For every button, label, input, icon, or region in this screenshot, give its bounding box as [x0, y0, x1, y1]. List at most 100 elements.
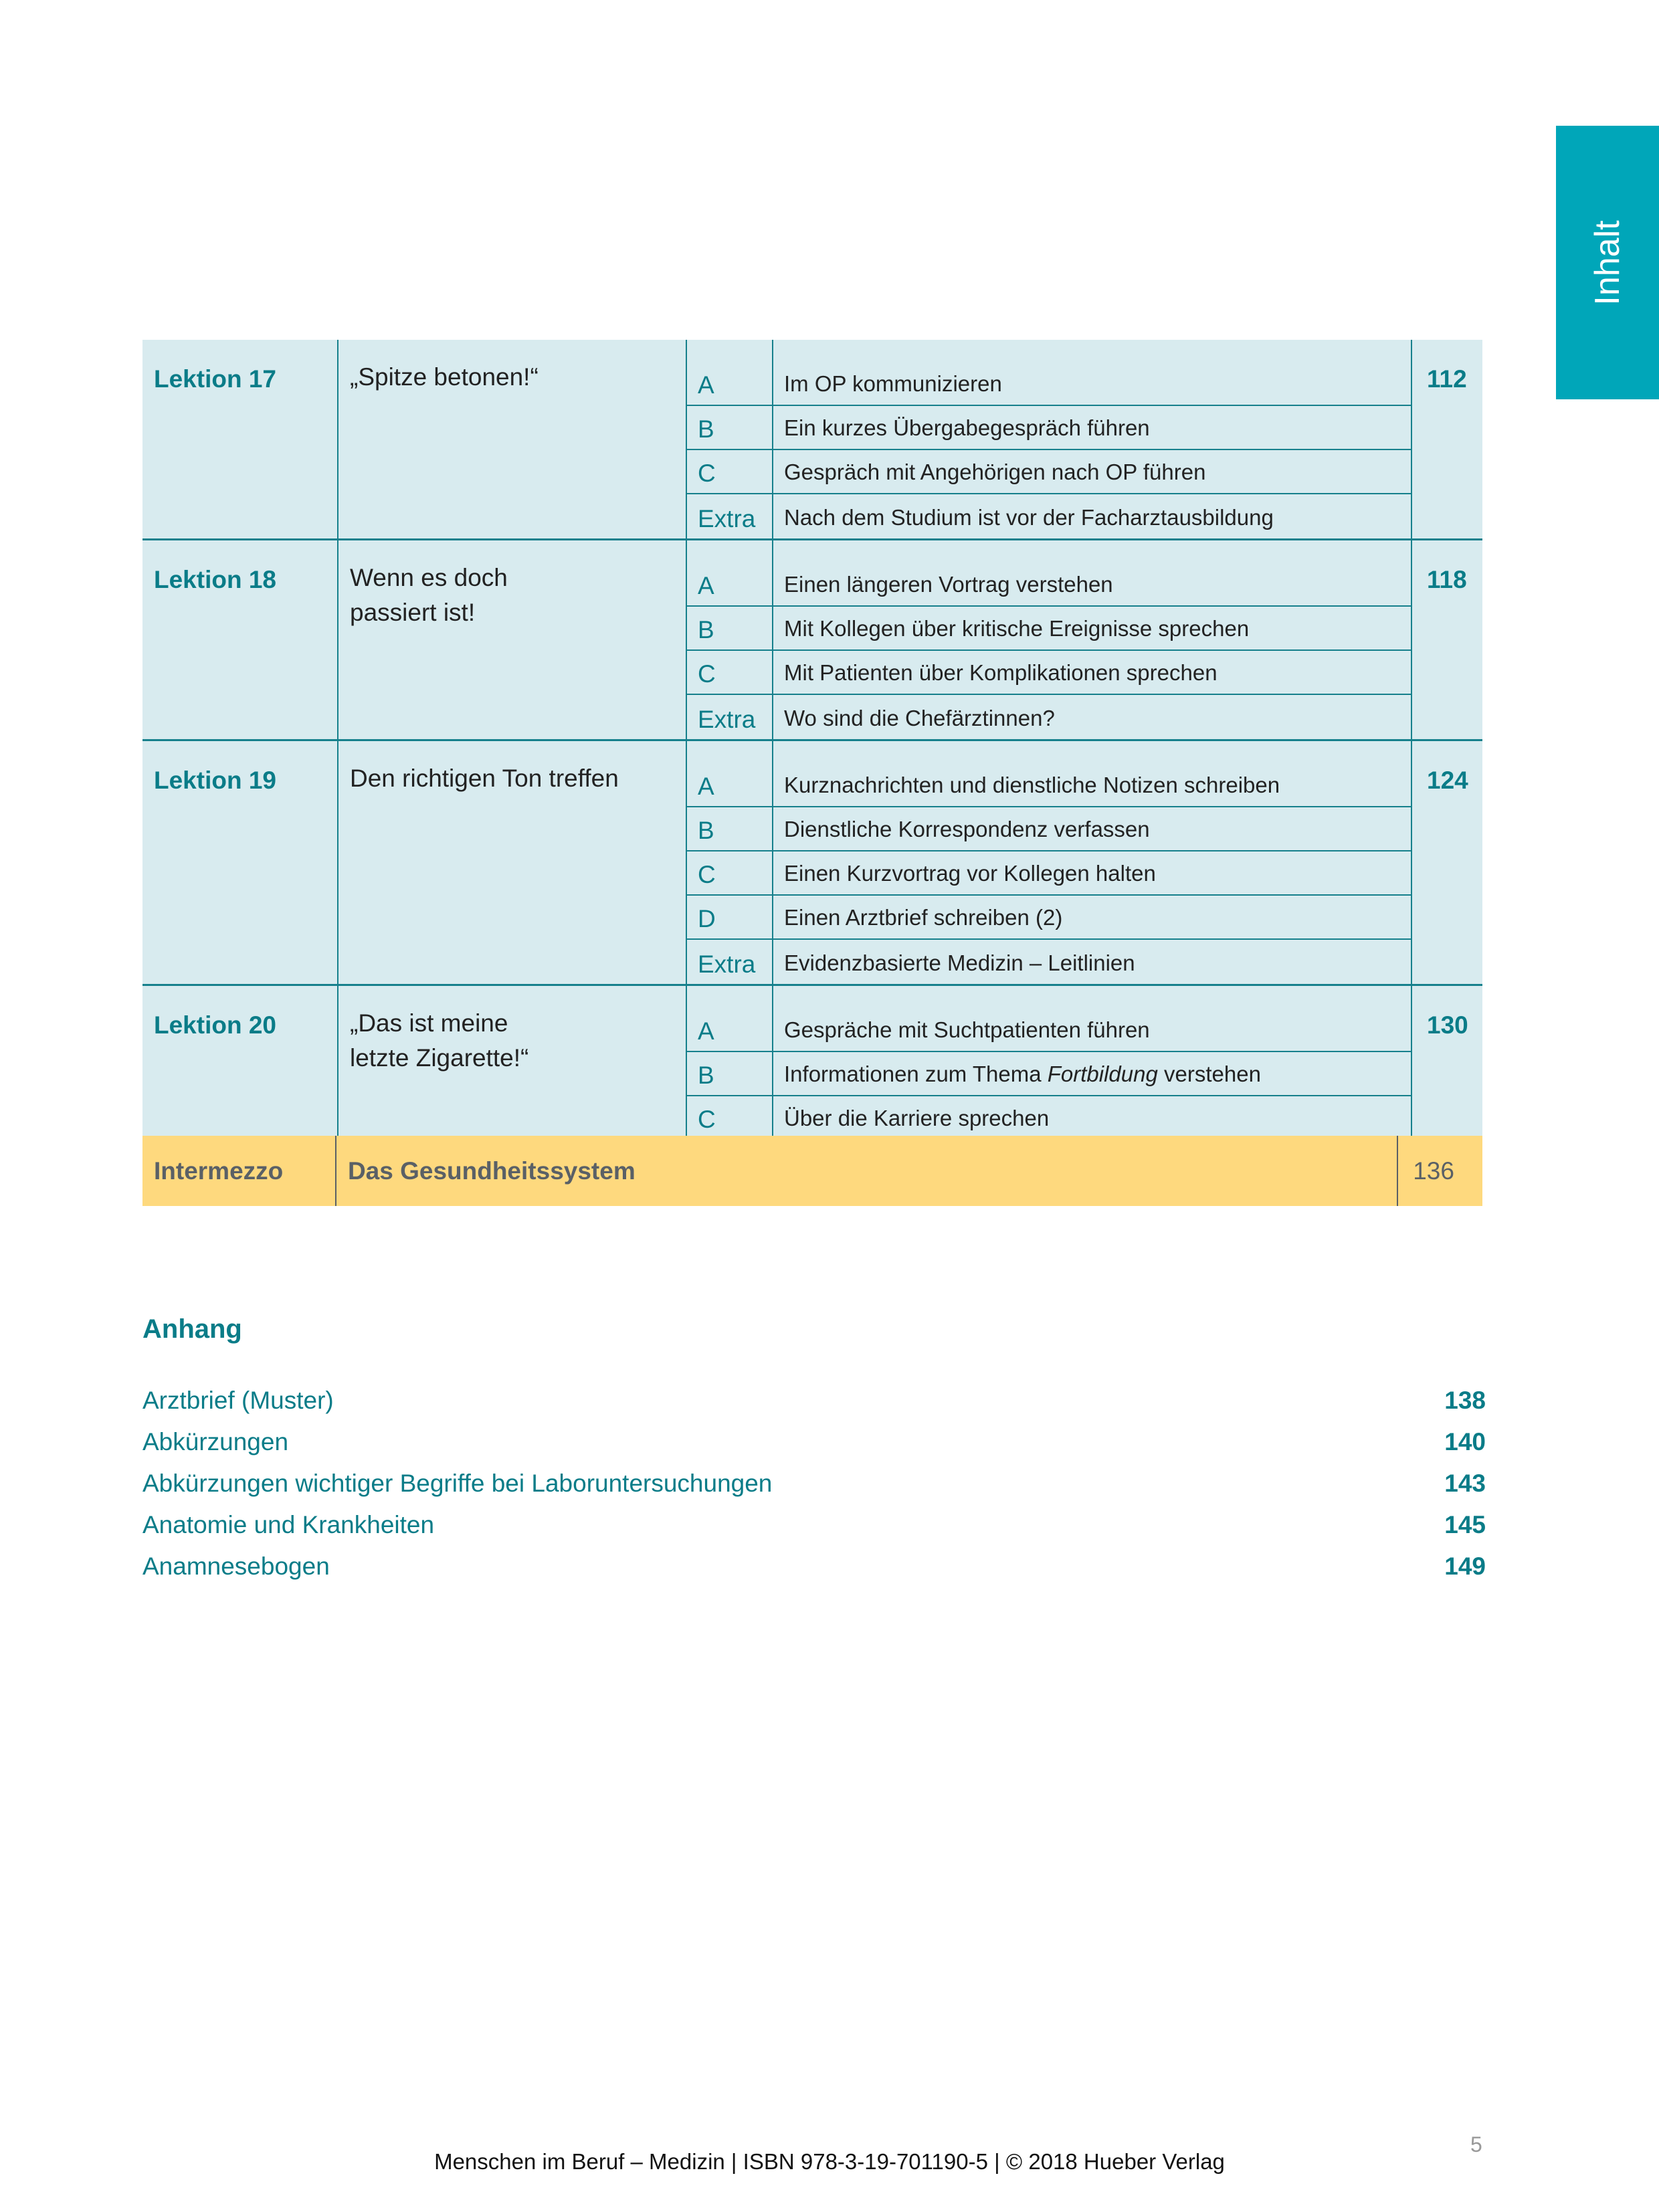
- section-letter: C: [687, 651, 773, 694]
- section-topic-text: Nach dem Studium ist vor der Facharztaus…: [784, 505, 1274, 530]
- intermezzo-page: 136: [1413, 1157, 1454, 1185]
- section-topic: Mit Patienten über Komplikationen sprech…: [773, 651, 1412, 694]
- section-letter: C: [687, 1096, 773, 1139]
- section-topic-text: Informationen zum Thema Fortbildung vers…: [784, 1062, 1261, 1087]
- topic-segment: Kurznachrichten und dienstliche Notizen …: [784, 773, 1280, 797]
- section-topic: Einen Kurzvortrag vor Kollegen halten: [773, 851, 1412, 894]
- section-topic-text: Gespräch mit Angehörigen nach OP führen: [784, 460, 1205, 485]
- page-number: 5: [1470, 2132, 1482, 2156]
- appendix-item-page: 143: [1444, 1470, 1486, 1497]
- section-tab-label: Inhalt: [1588, 219, 1627, 306]
- section-row: Extra Nach dem Studium ist vor der Fachar…: [687, 494, 1412, 538]
- section-topic-text: Kurznachrichten und dienstliche Notizen …: [784, 773, 1280, 798]
- topic-segment: Ein kurzes Übergabegespräch führen: [784, 415, 1150, 440]
- section-letter: A: [687, 540, 773, 605]
- section-row: C Einen Kurzvortrag vor Kollegen halten: [687, 851, 1412, 896]
- section-letter: A: [687, 986, 773, 1051]
- section-letter: B: [687, 1052, 773, 1095]
- topic-segment: Im OP kommunizieren: [784, 371, 1002, 396]
- lesson-title: Den richtigen Ton treffen: [350, 765, 619, 792]
- section-topic-text: Mit Kollegen über kritische Ereignisse s…: [784, 616, 1249, 641]
- section-topic-text: Einen Kurzvortrag vor Kollegen halten: [784, 861, 1156, 886]
- topic-segment: Evidenzbasierte Medizin – Leitlinien: [784, 950, 1135, 975]
- appendix-item-title: Abkürzungen wichtiger Begriffe bei Labor…: [142, 1470, 773, 1497]
- section-letter: Extra: [687, 695, 773, 739]
- footer: Menschen im Beruf – Medizin | ISBN 978-3…: [434, 2149, 1225, 2174]
- lesson-label: Lektion 18: [142, 540, 338, 739]
- section-topic-text: Dienstliche Korrespondenz verfassen: [784, 817, 1150, 842]
- appendix-heading: Anhang: [142, 1314, 242, 1344]
- section-topic: Kurznachrichten und dienstliche Notizen …: [773, 741, 1412, 806]
- lesson-title-cell: „Das ist meine letzte Zigarette!“: [338, 986, 687, 1185]
- section-row: B Ein kurzes Übergabegespräch führen: [687, 406, 1412, 450]
- appendix-item-page: 145: [1444, 1511, 1486, 1538]
- intermezzo-label: Intermezzo: [142, 1136, 336, 1206]
- section-topic: Evidenzbasierte Medizin – Leitlinien: [773, 940, 1412, 984]
- section-row: B Dienstliche Korrespondenz verfassen: [687, 807, 1412, 851]
- section-letter: A: [687, 741, 773, 806]
- section-topic-text: Mit Patienten über Komplikationen sprech…: [784, 660, 1217, 686]
- section-letter: B: [687, 607, 773, 649]
- appendix-list: Arztbrief (Muster) 138 Abkürzungen 140 Abkür…: [142, 1387, 1486, 1594]
- lesson-sections: A Im OP kommunizieren B Ein kurzes Übergabe…: [687, 340, 1412, 538]
- topic-segment: Dienstliche Korrespondenz verfassen: [784, 817, 1150, 841]
- topic-segment: Einen Arztbrief schreiben (2): [784, 905, 1063, 930]
- topic-segment: Wo sind die Chefärztinnen?: [784, 706, 1055, 730]
- section-topic: Wo sind die Chefärztinnen?: [773, 695, 1412, 739]
- lesson-sections: A Kurznachrichten und dienstliche Notizen…: [687, 741, 1412, 984]
- topic-segment: Gespräche mit Suchtpatienten führen: [784, 1017, 1150, 1042]
- section-topic: Über die Karriere sprechen: [773, 1096, 1412, 1139]
- section-topic: Gespräch mit Angehörigen nach OP führen: [773, 450, 1412, 493]
- section-topic-text: Einen längeren Vortrag verstehen: [784, 572, 1113, 597]
- lesson-title-cell: Den richtigen Ton treffen: [338, 741, 687, 984]
- section-row: A Einen längeren Vortrag verstehen: [687, 540, 1412, 607]
- appendix-item-title: Anamnesebogen: [142, 1552, 330, 1580]
- appendix-item-title: Abkürzungen: [142, 1428, 289, 1455]
- section-topic: Informationen zum Thema Fortbildung vers…: [773, 1052, 1412, 1095]
- appendix-item-title: Anatomie und Krankheiten: [142, 1511, 435, 1538]
- section-topic: Einen längeren Vortrag verstehen: [773, 540, 1412, 605]
- appendix-item[interactable]: Anatomie und Krankheiten 145: [142, 1511, 1486, 1552]
- lesson-block: Lektion 17 „Spitze betonen!“ A Im OP kommun…: [142, 340, 1482, 540]
- intermezzo-row: Intermezzo Das Gesundheitssystem 136: [142, 1136, 1482, 1206]
- section-letter: A: [687, 340, 773, 405]
- lesson-title-cell: Wenn es doch passiert ist!: [338, 540, 687, 739]
- section-row: Extra Evidenzbasierte Medizin – Leitlinie…: [687, 940, 1412, 984]
- appendix-item[interactable]: Arztbrief (Muster) 138: [142, 1387, 1486, 1428]
- topic-segment: Fortbildung: [1047, 1062, 1158, 1086]
- lesson-block: Lektion 19 Den richtigen Ton treffen A Kurz…: [142, 741, 1482, 986]
- lesson-label: Lektion 19: [142, 741, 338, 984]
- appendix-item-page: 140: [1444, 1428, 1486, 1455]
- topic-segment: Einen längeren Vortrag verstehen: [784, 572, 1113, 597]
- section-tab-inhalt[interactable]: Inhalt: [1556, 126, 1659, 399]
- section-letter: Extra: [687, 940, 773, 984]
- appendix-item[interactable]: Abkürzungen wichtiger Begriffe bei Labor…: [142, 1470, 1486, 1511]
- section-topic: Im OP kommunizieren: [773, 340, 1412, 405]
- section-letter: Extra: [687, 494, 773, 538]
- topic-segment: Einen Kurzvortrag vor Kollegen halten: [784, 861, 1156, 886]
- appendix-item[interactable]: Abkürzungen 140: [142, 1428, 1486, 1470]
- lesson-page: 130: [1427, 1011, 1468, 1039]
- section-topic-text: Evidenzbasierte Medizin – Leitlinien: [784, 950, 1135, 976]
- section-row: A Gespräche mit Suchtpatienten führen: [687, 986, 1412, 1052]
- lesson-label: Lektion 17: [142, 340, 338, 538]
- section-topic-text: Ein kurzes Übergabegespräch führen: [784, 415, 1150, 441]
- section-letter: C: [687, 851, 773, 894]
- section-row: A Kurznachrichten und dienstliche Notizen…: [687, 741, 1412, 807]
- section-row: D Einen Arztbrief schreiben (2): [687, 896, 1412, 940]
- section-letter: B: [687, 406, 773, 449]
- appendix-item-page: 138: [1444, 1387, 1486, 1414]
- section-topic-text: Gespräche mit Suchtpatienten führen: [784, 1017, 1150, 1043]
- lesson-title: „Das ist meine letzte Zigarette!“: [350, 1009, 529, 1072]
- topic-segment: Informationen zum Thema: [784, 1062, 1048, 1086]
- section-row: C Mit Patienten über Komplikationen sprec…: [687, 651, 1412, 695]
- lesson-title-cell: „Spitze betonen!“: [338, 340, 687, 538]
- section-topic: Dienstliche Korrespondenz verfassen: [773, 807, 1412, 850]
- section-row: Extra Wo sind die Chefärztinnen?: [687, 695, 1412, 739]
- topic-segment: Mit Patienten über Komplikationen sprech…: [784, 660, 1217, 685]
- section-topic: Einen Arztbrief schreiben (2): [773, 896, 1412, 938]
- section-letter: C: [687, 450, 773, 493]
- lesson-page: 124: [1427, 767, 1468, 794]
- appendix-item[interactable]: Anamnesebogen 149: [142, 1552, 1486, 1594]
- toc-table: Lektion 17 „Spitze betonen!“ A Im OP kommun…: [142, 340, 1482, 1185]
